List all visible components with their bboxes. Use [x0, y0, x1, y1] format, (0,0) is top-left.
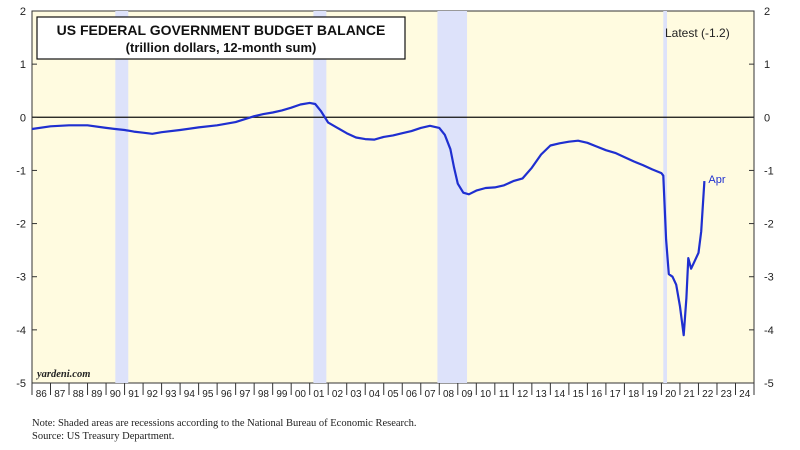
x-tick-label: 06: [406, 389, 418, 400]
x-tick-label: 93: [165, 389, 177, 400]
y-tick-label-right: -1: [764, 165, 774, 177]
y-tick-label-right: 2: [764, 6, 770, 18]
x-tick-label: 02: [332, 389, 344, 400]
x-tick-label: 95: [202, 389, 214, 400]
y-axis-ticks: 2 2 1 1 0 0 -1 -1 -2 -2 -3 -3 -4 -4 -5 -5: [16, 6, 774, 390]
recession-band: [437, 11, 468, 383]
x-tick-label: 11: [499, 389, 510, 400]
y-tick-label-right: -4: [764, 325, 774, 337]
y-tick-label-right: -3: [764, 272, 774, 284]
x-tick-label: 14: [554, 389, 566, 400]
x-tick-label: 23: [721, 389, 733, 400]
x-tick-label: 01: [313, 389, 325, 400]
y-tick-label-left: 2: [20, 6, 26, 18]
y-tick-label-right: 0: [764, 112, 770, 124]
budget-balance-line: [31, 101, 706, 337]
y-tick-label-left: -3: [16, 272, 26, 284]
x-tick-label: 13: [536, 389, 548, 400]
note-recessions: Note: Shaded areas are recessions accord…: [32, 418, 417, 429]
plot-background: [31, 10, 755, 384]
end-label: Apr: [708, 174, 725, 186]
x-tick-label: 08: [443, 389, 455, 400]
y-tick-label-left: 0: [20, 112, 26, 124]
y-tick-label-right: -2: [764, 219, 774, 231]
latest-label: Latest (-1.2): [665, 26, 730, 40]
x-tick-label: 05: [387, 389, 399, 400]
x-tick-label: 15: [573, 389, 585, 400]
x-tick-label: 98: [258, 389, 270, 400]
x-tick-label: 19: [647, 389, 659, 400]
x-tick-label: 07: [424, 389, 436, 400]
x-tick-label: 90: [110, 389, 122, 400]
title-box: US FEDERAL GOVERNMENT BUDGET BALANCE (tr…: [36, 16, 406, 60]
y-tick-label-left: -1: [16, 165, 26, 177]
x-tick-label: 17: [610, 389, 622, 400]
x-tick-label: 92: [147, 389, 159, 400]
chart-subtitle: (trillion dollars, 12-month sum): [126, 40, 317, 55]
note-source: Source: US Treasury Department.: [32, 431, 175, 442]
y-tick-label-left: 1: [20, 59, 26, 71]
x-tick-label: 09: [461, 389, 473, 400]
x-tick-label: 91: [128, 389, 140, 400]
y-tick-label-left: -2: [16, 219, 26, 231]
x-tick-label: 89: [91, 389, 103, 400]
x-tick-label: 12: [517, 389, 529, 400]
watermark: yardeni.com: [35, 369, 90, 380]
x-tick-label: 22: [702, 389, 714, 400]
x-axis-ticks: 86 87 88 89 90 91 92 93 94 95 96 97 98 99 00 01 02 03 04 05…: [31, 383, 755, 400]
x-tick-label: 21: [684, 389, 696, 400]
y-tick-label-left: -4: [16, 325, 26, 337]
x-tick-label: 04: [369, 389, 381, 400]
x-tick-label: 97: [239, 389, 251, 400]
x-tick-label: 16: [591, 389, 603, 400]
recession-band: [115, 11, 129, 383]
y-tick-label-left: -5: [16, 378, 26, 390]
x-tick-label: 18: [628, 389, 640, 400]
x-tick-label: 24: [739, 389, 751, 400]
x-tick-label: 86: [36, 389, 48, 400]
x-tick-label: 88: [73, 389, 85, 400]
y-tick-label-right: 1: [764, 59, 770, 71]
x-tick-label: 87: [54, 389, 66, 400]
x-tick-label: 20: [665, 389, 677, 400]
x-tick-label: 94: [184, 389, 196, 400]
x-tick-label: 03: [350, 389, 362, 400]
chart-title: US FEDERAL GOVERNMENT BUDGET BALANCE: [57, 22, 386, 38]
x-tick-label: 99: [276, 389, 288, 400]
recession-band: [313, 11, 327, 383]
x-tick-label: 96: [221, 389, 233, 400]
x-tick-label: 00: [295, 389, 307, 400]
x-tick-label: 10: [480, 389, 492, 400]
y-tick-label-right: -5: [764, 378, 774, 390]
